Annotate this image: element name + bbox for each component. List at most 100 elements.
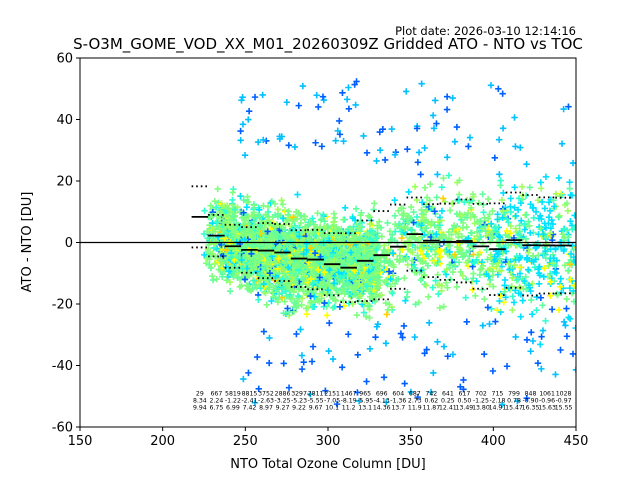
data-point — [279, 215, 287, 222]
data-point — [500, 299, 507, 306]
data-point — [496, 297, 503, 305]
data-point — [447, 276, 454, 283]
data-point — [219, 271, 226, 278]
data-point — [285, 142, 292, 149]
data-point — [302, 223, 309, 230]
data-point — [329, 229, 337, 237]
data-point — [250, 201, 257, 209]
data-point — [522, 273, 529, 281]
data-point — [321, 217, 328, 225]
data-point — [469, 286, 476, 293]
data-point — [292, 278, 299, 285]
data-point — [245, 369, 252, 377]
data-point — [288, 279, 295, 286]
data-point — [569, 159, 576, 167]
data-point — [339, 297, 347, 304]
data-point — [423, 346, 430, 353]
data-point — [318, 232, 325, 240]
data-point — [414, 159, 422, 166]
data-point — [509, 293, 516, 300]
data-point — [323, 312, 331, 319]
data-point — [352, 101, 359, 109]
x-axis-label: NTO Total Ozone Column [DU] — [230, 457, 426, 472]
data-point — [434, 171, 441, 178]
data-point — [542, 317, 549, 325]
data-point — [503, 215, 511, 223]
data-point — [241, 276, 249, 283]
data-point — [270, 223, 278, 230]
data-point — [553, 269, 560, 277]
data-point — [413, 213, 421, 221]
y-axis-ticks: -60 -40 -20 0 20 40 60 — [52, 52, 80, 436]
data-point — [518, 217, 525, 224]
data-point — [333, 286, 340, 294]
data-point — [433, 120, 440, 127]
data-point — [566, 276, 574, 283]
data-point — [321, 269, 328, 276]
data-point — [515, 256, 523, 263]
data-point — [525, 249, 532, 256]
bin-count-label: 667 — [210, 391, 222, 398]
data-point — [340, 216, 347, 223]
data-point — [551, 203, 558, 210]
data-point — [256, 242, 263, 249]
data-point — [563, 295, 570, 303]
data-point — [489, 272, 497, 279]
bin-mean-label: -1.22 — [225, 398, 241, 405]
data-point — [484, 304, 492, 311]
bin-mean-label: -4.13 — [374, 398, 390, 405]
data-point — [440, 303, 447, 310]
data-point — [363, 271, 370, 279]
plot-date: Plot date: 2026-03-10 12:14:16 — [395, 24, 576, 38]
data-point — [264, 228, 271, 235]
data-point — [358, 286, 366, 293]
data-point — [501, 276, 509, 284]
data-point — [533, 306, 540, 314]
data-point — [262, 221, 269, 228]
data-point — [407, 203, 415, 211]
data-point — [353, 311, 361, 319]
data-point — [512, 212, 520, 220]
data-point — [296, 224, 303, 231]
data-point — [265, 233, 273, 240]
data-point — [275, 243, 283, 251]
data-point — [555, 306, 563, 314]
data-point — [458, 250, 465, 257]
data-point — [542, 254, 550, 262]
data-point — [304, 235, 312, 242]
bin-count-label: 742 — [425, 391, 437, 398]
data-point — [545, 213, 553, 221]
data-point — [354, 351, 362, 359]
bin-count-label: 799 — [508, 391, 520, 398]
data-point — [451, 138, 459, 145]
data-point — [459, 224, 467, 232]
data-point — [442, 279, 450, 287]
data-point — [502, 231, 509, 239]
data-point — [547, 292, 554, 300]
data-point — [489, 207, 496, 215]
data-point — [494, 211, 501, 218]
data-point — [245, 108, 253, 115]
data-point — [527, 201, 534, 208]
data-point — [316, 274, 323, 281]
data-point — [487, 254, 494, 262]
data-point — [550, 255, 558, 262]
data-point — [405, 212, 413, 220]
data-point — [325, 347, 332, 355]
data-point — [346, 225, 353, 232]
data-point — [430, 257, 438, 265]
data-point — [268, 198, 276, 205]
data-point — [213, 275, 220, 283]
bin-mean-label: -0.90 — [523, 398, 539, 405]
data-point — [216, 257, 224, 265]
data-point — [557, 243, 565, 250]
data-point — [272, 285, 280, 292]
data-point — [532, 208, 540, 216]
data-point — [363, 282, 370, 290]
data-point — [524, 266, 532, 273]
data-point — [243, 281, 250, 289]
bin-mean-label: 2.73 — [408, 398, 422, 405]
data-point — [373, 157, 380, 165]
data-point — [413, 125, 421, 132]
data-point — [391, 280, 399, 288]
